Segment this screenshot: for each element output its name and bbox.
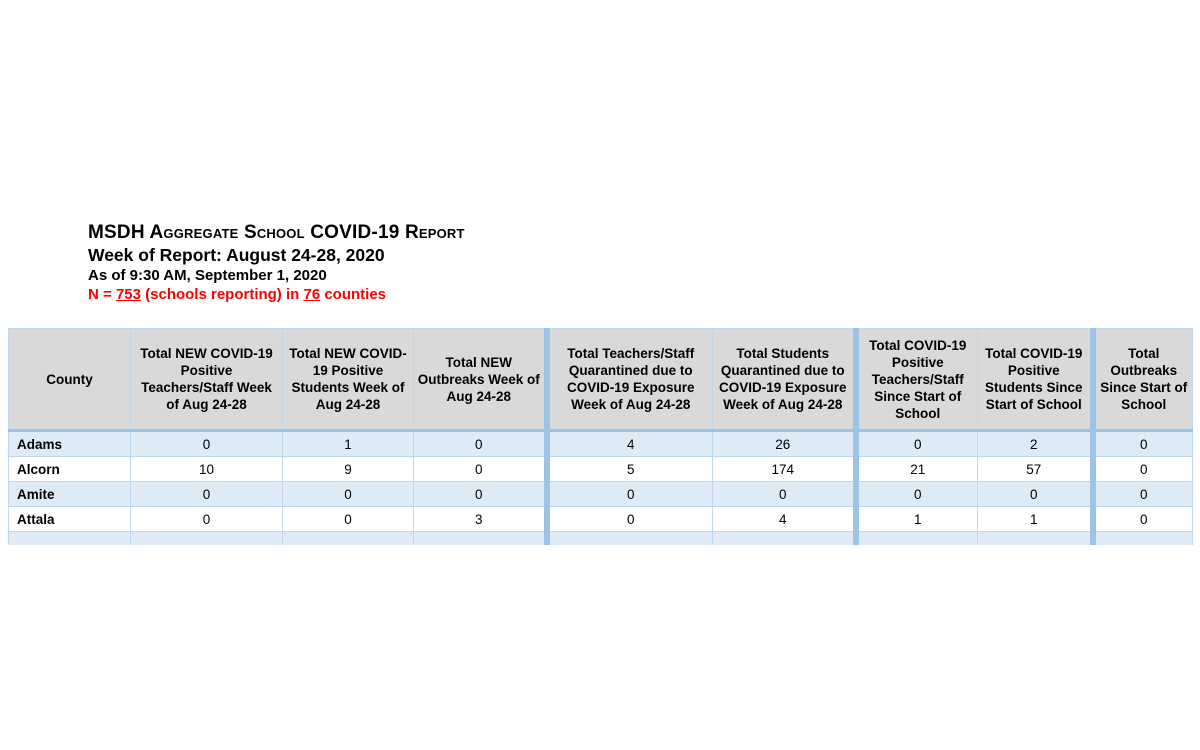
value-cell: 3 [413,506,547,532]
value-cell: 0 [282,481,414,507]
value-cell: 0 [1089,430,1193,457]
column-header-8: Total Outbreaks Since Start of School [1089,328,1193,432]
column-header-7: Total COVID-19 Positive Students Since S… [977,328,1093,432]
n-prefix: N = [88,286,116,303]
value-cell: 21 [852,456,978,482]
column-header-2: Total NEW COVID-19 Positive Students Wee… [282,328,414,432]
table-header-row: County Total NEW COVID-19 Positive Teache… [8,328,1193,432]
n-middle: (schools reporting) in [140,286,304,303]
county-cell: Attala [8,506,131,532]
value-cell: 0 [1089,481,1193,507]
column-header-6: Total COVID-19 Positive Teachers/Staff S… [852,328,978,432]
value-cell [1089,531,1193,545]
value-cell: 0 [1089,456,1193,482]
value-cell: 0 [282,506,414,532]
value-cell: 0 [130,430,283,457]
value-cell: 0 [130,481,283,507]
covid-table: County Total NEW COVID-19 Positive Teache… [8,328,1193,545]
report-week-line: Week of Report: August 24-28, 2020 [88,245,385,265]
value-cell: 26 [712,430,856,457]
value-cell: 0 [413,430,547,457]
value-cell [543,531,713,545]
county-cell [8,531,131,545]
value-cell [282,531,414,545]
value-cell: 0 [1089,506,1193,532]
value-cell [977,531,1093,545]
covid-table-container: County Total NEW COVID-19 Positive Teache… [8,328,1194,545]
value-cell: 2 [977,430,1093,457]
value-cell: 1 [977,506,1093,532]
column-header-3: Total NEW Outbreaks Week of Aug 24-28 [413,328,547,432]
column-header-4: Total Teachers/Staff Quarantined due to … [543,328,713,432]
table-row-partial [8,531,1193,545]
county-cell: Amite [8,481,131,507]
value-cell: 5 [543,456,713,482]
value-cell: 0 [413,481,547,507]
value-cell: 0 [977,481,1093,507]
value-cell: 10 [130,456,283,482]
report-n-line: N = 753 (schools reporting) in 76 counti… [88,285,465,305]
value-cell [413,531,547,545]
report-header-block: MSDH Aggregate School COVID-19 Report We… [88,221,465,305]
county-cell: Adams [8,430,131,457]
value-cell: 0 [852,481,978,507]
table-row-alcorn: Alcorn 10 9 0 5 174 21 57 0 [8,456,1193,482]
column-header-1: Total NEW COVID-19 Positive Teachers/Sta… [130,328,283,432]
county-count: 76 [303,286,321,303]
report-title: MSDH Aggregate School COVID-19 Report [88,222,465,243]
value-cell: 9 [282,456,414,482]
value-cell: 0 [852,430,978,457]
column-header-county: County [8,328,131,432]
table-row-amite: Amite 0 0 0 0 0 0 0 0 [8,481,1193,507]
value-cell [712,531,856,545]
value-cell: 174 [712,456,856,482]
county-cell: Alcorn [8,456,131,482]
value-cell: 0 [413,456,547,482]
column-header-5: Total Students Quarantined due to COVID-… [712,328,856,432]
report-asof-line: As of 9:30 AM, September 1, 2020 [88,267,327,284]
value-cell: 0 [543,481,713,507]
value-cell: 4 [712,506,856,532]
value-cell: 1 [852,506,978,532]
value-cell: 57 [977,456,1093,482]
n-suffix: counties [320,286,387,303]
value-cell [852,531,978,545]
value-cell [130,531,283,545]
table-row-adams: Adams 0 1 0 4 26 0 2 0 [8,430,1193,457]
value-cell: 0 [543,506,713,532]
value-cell: 4 [543,430,713,457]
table-row-attala: Attala 0 0 3 0 4 1 1 0 [8,506,1193,532]
value-cell: 1 [282,430,414,457]
value-cell: 0 [712,481,856,507]
value-cell: 0 [130,506,283,532]
schools-reporting-count: 753 [115,286,141,303]
